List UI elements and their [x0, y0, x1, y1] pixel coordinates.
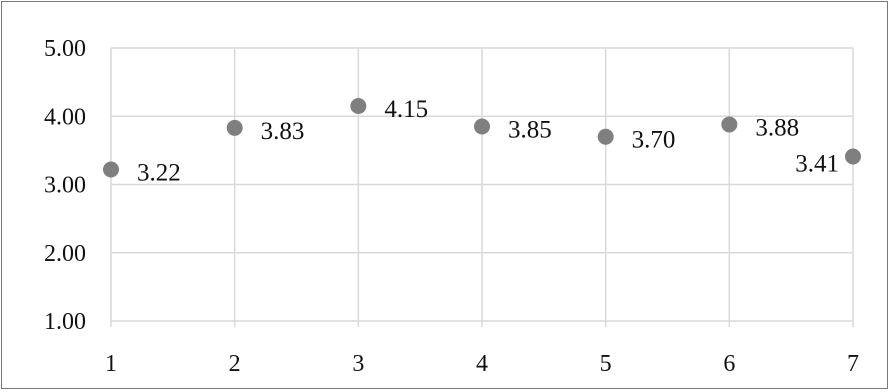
data-label-1: 3.22 [137, 159, 181, 186]
y-tick-label-1: 1.00 [44, 309, 86, 335]
data-point-7 [845, 148, 861, 165]
data-point-5 [597, 128, 614, 145]
x-tick-label-7: 7 [847, 351, 859, 377]
x-tick-label-1: 1 [105, 351, 117, 377]
x-axis-tick-labels: 1 2 3 4 5 6 7 [105, 351, 859, 377]
data-label-5: 3.70 [632, 127, 676, 154]
data-label-6: 3.88 [755, 114, 799, 141]
y-tick-label-4: 4.00 [44, 104, 86, 130]
data-label-2: 3.83 [261, 118, 305, 145]
y-tick-label-3: 3.00 [44, 173, 86, 199]
data-point-3 [350, 98, 367, 115]
data-points [103, 98, 861, 178]
data-labels: 3.22 3.83 4.15 3.85 3.70 3.88 3.41 [137, 96, 839, 186]
x-tick-label-3: 3 [352, 351, 364, 377]
data-label-3: 4.15 [384, 96, 428, 123]
grid-lines [110, 47, 854, 327]
data-point-4 [474, 118, 490, 135]
y-axis-tick-labels: 1.00 2.00 3.00 4.00 5.00 [44, 36, 86, 335]
y-tick-label-2: 2.00 [44, 241, 86, 267]
x-tick-label-4: 4 [476, 351, 488, 377]
x-tick-label-5: 5 [600, 351, 612, 377]
data-label-7: 3.41 [795, 151, 839, 178]
y-tick-label-5: 5.00 [44, 36, 86, 62]
data-point-6 [721, 116, 738, 133]
data-point-2 [226, 119, 243, 136]
data-label-4: 3.85 [508, 116, 552, 143]
x-tick-label-6: 6 [723, 351, 735, 377]
data-point-1 [103, 161, 119, 178]
x-tick-label-2: 2 [229, 351, 241, 377]
